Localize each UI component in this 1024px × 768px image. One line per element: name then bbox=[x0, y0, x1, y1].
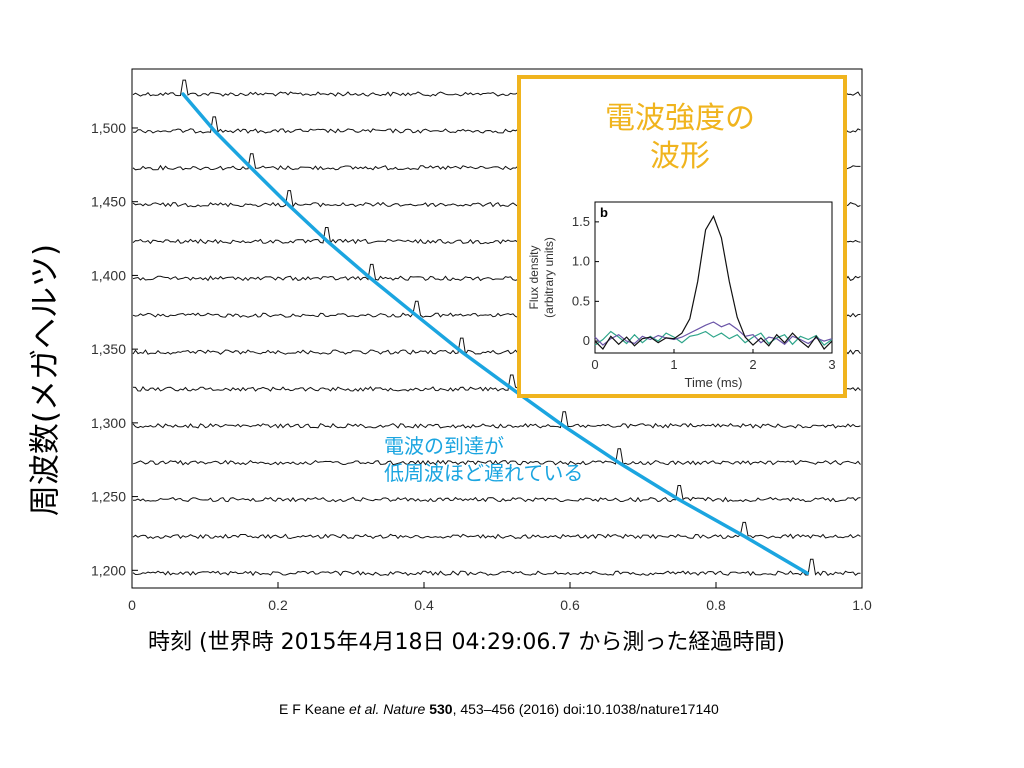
y-tick-label: 1,300 bbox=[91, 415, 126, 431]
y-tick-label: 1,450 bbox=[91, 194, 126, 210]
inset-y-tick-label: 1.0 bbox=[572, 254, 590, 269]
channel-trace bbox=[132, 558, 861, 577]
y-tick-label: 1,250 bbox=[91, 489, 126, 505]
inset-series-line bbox=[594, 330, 833, 346]
channel-trace bbox=[133, 485, 861, 503]
inset-title-line: 波形 bbox=[650, 139, 710, 174]
inset-series-line bbox=[594, 321, 833, 346]
y-tick-label: 1,400 bbox=[91, 267, 126, 283]
y-axis-title-text: 周波数(メガヘルツ) bbox=[27, 243, 64, 517]
channel-trace bbox=[132, 448, 861, 466]
inset-y-axis-title-line: (arbitrary units) bbox=[542, 237, 556, 318]
inset-pulse-profile: 電波強度の波形 b 0 1 2 3 0 0.5 1.0 1.5 Time (ms) Flux dens… bbox=[517, 75, 847, 398]
inset-x-tick-label: 3 bbox=[828, 357, 835, 372]
inset-y-tick-label: 1.5 bbox=[572, 214, 590, 229]
x-axis-title: 時刻 (世界時 2015年4月18日 04:29:06.7 から測った経過時間) bbox=[148, 630, 785, 655]
inset-x-tick-label: 2 bbox=[749, 357, 756, 372]
inset-series-line bbox=[594, 214, 833, 350]
dispersion-annotation-line: 電波の到達が bbox=[384, 434, 504, 458]
x-tick-label: 0.8 bbox=[706, 597, 726, 613]
inset-title: 電波強度の波形 bbox=[605, 101, 755, 174]
y-tick-label: 1,200 bbox=[91, 562, 126, 578]
inset-y-tick-label: 0.5 bbox=[572, 293, 590, 308]
dispersion-annotation: 電波の到達が低周波ほど遅れている bbox=[384, 434, 583, 485]
inset-y-axis-title-line: Flux density bbox=[527, 245, 541, 309]
inset-plot-frame bbox=[594, 201, 833, 354]
y-tick-label: 1,500 bbox=[91, 120, 126, 136]
dispersion-sweep-line bbox=[181, 92, 810, 576]
inset-x-axis-title: Time (ms) bbox=[684, 375, 742, 390]
citation-pages-doi: , 453–456 (2016) doi:10.1038/nature17140 bbox=[452, 701, 719, 717]
channel-trace bbox=[132, 521, 861, 540]
citation-authors: E F Keane bbox=[279, 701, 350, 717]
inset-y-axis-title: Flux density(arbitrary units) bbox=[527, 237, 556, 318]
inset-y-tick-label: 0 bbox=[583, 333, 590, 348]
inset-title-line: 電波強度の bbox=[605, 101, 755, 136]
inset-x-tick-label: 1 bbox=[670, 357, 677, 372]
citation: E F Keane et al. Nature 530, 453–456 (20… bbox=[279, 701, 719, 717]
dispersion-annotation-line: 低周波ほど遅れている bbox=[384, 461, 583, 485]
main-dynamic-spectrum-plot: 0 0.2 0.4 0.6 0.8 1.0 1,200 1,250 1,300 1,350 1,40… bbox=[91, 68, 872, 613]
x-tick-label: 1.0 bbox=[852, 597, 872, 613]
x-tick-label: 0.6 bbox=[560, 597, 580, 613]
inset-x-tick-label: 0 bbox=[591, 357, 598, 372]
channel-trace bbox=[132, 411, 861, 429]
citation-etal: et al. bbox=[349, 701, 380, 717]
inset-panel-label: b bbox=[600, 205, 608, 220]
x-tick-label: 0.4 bbox=[414, 597, 434, 613]
citation-journal: Nature bbox=[379, 701, 430, 717]
x-tick-label: 0 bbox=[128, 597, 136, 613]
y-tick-label: 1,350 bbox=[91, 341, 126, 357]
plot-frame bbox=[131, 68, 863, 589]
x-tick-label: 0.2 bbox=[268, 597, 288, 613]
citation-volume: 530 bbox=[429, 701, 453, 717]
